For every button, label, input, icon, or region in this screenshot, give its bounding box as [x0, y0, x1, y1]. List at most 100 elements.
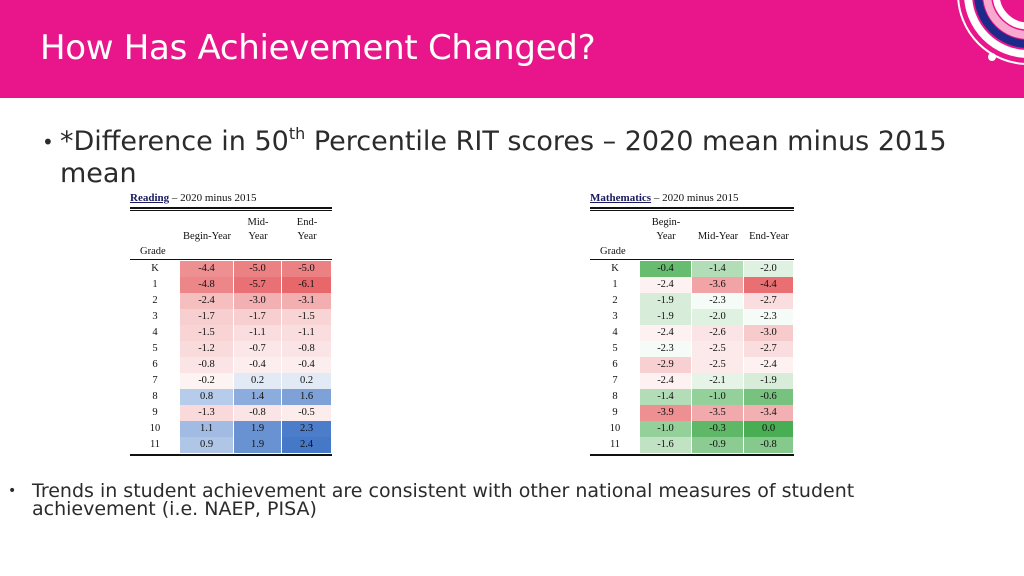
- grade-label: Grade: [600, 246, 626, 257]
- grade-cell: 4: [612, 327, 618, 338]
- table-row: 3 -1.9 -2.0 -2.3: [590, 309, 794, 325]
- value-cell: 1.6: [282, 389, 331, 405]
- value-cell: -1.6: [640, 437, 691, 453]
- value-cell: 0.2: [282, 373, 331, 389]
- value-cell: -5.0: [282, 261, 331, 277]
- table-caption: Mathematics – 2020 minus 2015: [590, 192, 739, 204]
- value-cell: -2.4: [744, 357, 793, 373]
- value-cell: 0.9: [180, 437, 233, 453]
- value-cell: -2.4: [640, 277, 691, 293]
- grade-cell: 11: [149, 439, 161, 450]
- value-cell: 2.3: [282, 421, 331, 437]
- value-cell: -2.4: [640, 373, 691, 389]
- value-cell: -3.0: [234, 293, 281, 309]
- value-cell: -4.4: [180, 261, 233, 277]
- value-cell: -6.1: [282, 277, 331, 293]
- table-row: 5 -2.3 -2.5 -2.7: [590, 341, 794, 357]
- table-caption-rest: – 2020 minus 2015: [169, 192, 257, 204]
- table-subject: Reading: [130, 192, 170, 204]
- value-cell: -5.7: [234, 277, 281, 293]
- table-row: 6 -0.8 -0.4 -0.4: [130, 357, 332, 373]
- value-cell: -5.0: [234, 261, 281, 277]
- value-cell: -0.5: [282, 405, 331, 421]
- grade-cell: 5: [612, 343, 618, 354]
- value-cell: -3.5: [692, 405, 743, 421]
- table-row: 7 -0.2 0.2 0.2: [130, 373, 332, 389]
- column-header: Begin-Year: [183, 231, 231, 242]
- value-cell: -1.7: [234, 309, 281, 325]
- value-cell: -0.2: [180, 373, 233, 389]
- table-row: 3 -1.7 -1.7 -1.5: [130, 309, 332, 325]
- bullet1-rest: Percentile RIT scores – 2020 mean minus …: [60, 126, 947, 189]
- grade-cell: 2: [612, 295, 618, 306]
- value-cell: -1.5: [180, 325, 233, 341]
- grade-cell: 5: [152, 343, 158, 354]
- column-header: Mid-Year: [697, 231, 739, 242]
- value-cell: -1.4: [692, 261, 743, 277]
- table-row: 9 -3.9 -3.5 -3.4: [590, 405, 794, 421]
- grade-cell: 6: [612, 359, 618, 370]
- grade-cell: 10: [609, 423, 621, 434]
- grade-cell: 8: [152, 391, 158, 402]
- value-cell: -2.4: [180, 293, 233, 309]
- grade-cell: 9: [612, 407, 618, 418]
- value-cell: -1.9: [640, 309, 691, 325]
- value-cell: -2.5: [692, 341, 743, 357]
- table-row: 1 -4.8 -5.7 -6.1: [130, 277, 332, 293]
- value-cell: -1.0: [692, 389, 743, 405]
- value-cell: -0.6: [744, 389, 793, 405]
- grade-cell: K: [151, 263, 159, 274]
- value-cell: -2.3: [744, 309, 793, 325]
- table-caption: Reading – 2020 minus 2015: [130, 192, 257, 204]
- table-row: K -4.4 -5.0 -5.0: [130, 261, 332, 277]
- grade-cell: 2: [152, 295, 158, 306]
- table-row: 10 1.1 1.9 2.3: [130, 421, 332, 437]
- bullet-dot-icon: •: [8, 483, 17, 499]
- value-cell: -2.7: [744, 293, 793, 309]
- table-row: 1 -2.4 -3.6 -4.4: [590, 277, 794, 293]
- value-cell: -1.2: [180, 341, 233, 357]
- value-cell: -0.4: [282, 357, 331, 373]
- value-cell: -2.6: [692, 325, 743, 341]
- grade-label: Grade: [140, 246, 166, 257]
- value-cell: -1.4: [640, 389, 691, 405]
- grade-cell: K: [611, 263, 619, 274]
- table-caption-rest: – 2020 minus 2015: [651, 192, 739, 204]
- grade-cell: 1: [612, 279, 618, 290]
- value-cell: -2.9: [640, 357, 691, 373]
- table-row: 2 -1.9 -2.3 -2.7: [590, 293, 794, 309]
- grade-cell: 6: [152, 359, 158, 370]
- value-cell: -1.1: [282, 325, 331, 341]
- value-cell: 1.1: [180, 421, 233, 437]
- table-row: 11 -1.6 -0.9 -0.8: [590, 437, 794, 453]
- table-row: 2 -2.4 -3.0 -3.1: [130, 293, 332, 309]
- slide-title: How Has Achievement Changed?: [40, 28, 596, 68]
- value-cell: -3.0: [744, 325, 793, 341]
- value-cell: -2.5: [692, 357, 743, 373]
- value-cell: -3.9: [640, 405, 691, 421]
- bullet-dot-icon: •: [42, 130, 54, 154]
- value-cell: -2.4: [640, 325, 691, 341]
- bullet2-text: Trends in student achievement are consis…: [32, 480, 855, 520]
- value-cell: -2.3: [692, 293, 743, 309]
- column-header: Mid-Year: [247, 217, 269, 242]
- table-row: 8 -1.4 -1.0 -0.6: [590, 389, 794, 405]
- decorative-rings-icon: [957, 0, 1024, 65]
- value-cell: -0.4: [234, 357, 281, 373]
- value-cell: -0.8: [180, 357, 233, 373]
- value-cell: -4.8: [180, 277, 233, 293]
- value-cell: 2.4: [282, 437, 331, 453]
- column-header: Begin-Year: [651, 217, 681, 242]
- value-cell: 0.0: [744, 421, 793, 437]
- value-cell: -1.7: [180, 309, 233, 325]
- value-cell: -1.9: [640, 293, 691, 309]
- value-cell: 0.2: [234, 373, 281, 389]
- table-row: 7 -2.4 -2.1 -1.9: [590, 373, 794, 389]
- value-cell: -0.9: [692, 437, 743, 453]
- grade-cell: 1: [152, 279, 158, 290]
- table-row: 8 0.8 1.4 1.6: [130, 389, 332, 405]
- table-row: 4 -1.5 -1.1 -1.1: [130, 325, 332, 341]
- column-header: End-Year: [296, 217, 318, 242]
- value-cell: -2.1: [692, 373, 743, 389]
- value-cell: -1.0: [640, 421, 691, 437]
